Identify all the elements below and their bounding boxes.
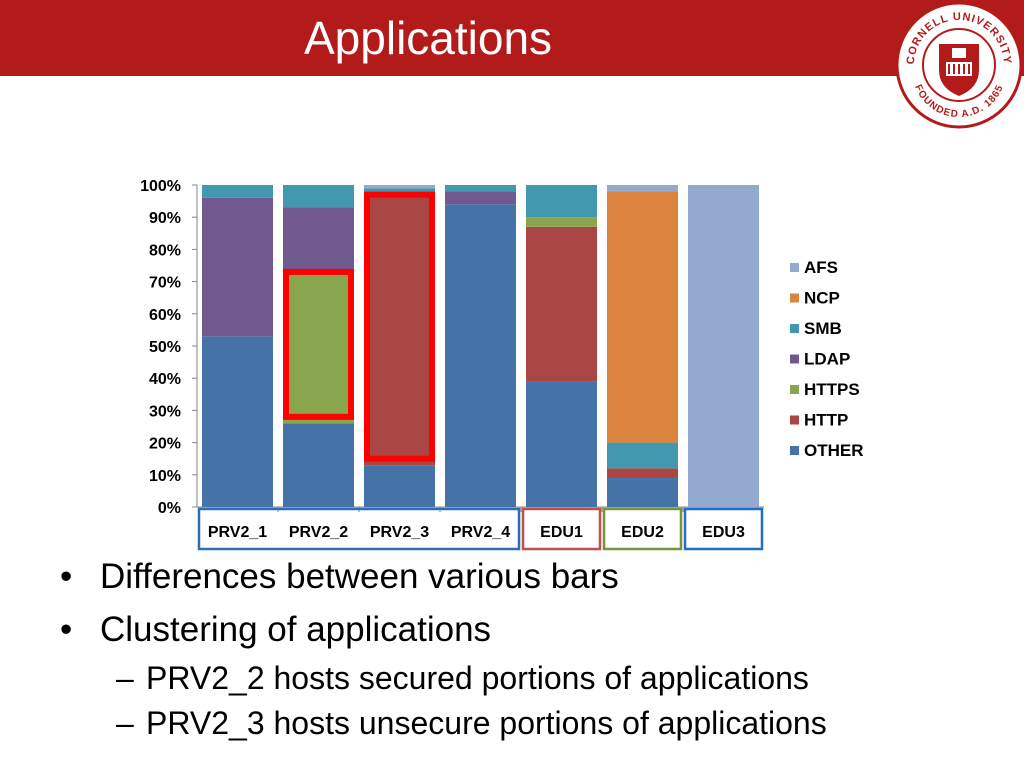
x-tick-label: PRV2_4 xyxy=(451,524,510,541)
title-bar: Applications xyxy=(0,0,1024,76)
bar-segment-other xyxy=(364,465,435,507)
bullet-item: • Clustering of applications xyxy=(60,610,492,649)
y-tick-label: 60% xyxy=(149,307,181,324)
legend-swatch xyxy=(790,354,799,364)
bar-segment-afs xyxy=(364,185,435,189)
sub-bullet-text: PRV2_2 hosts secured portions of applica… xyxy=(146,660,809,696)
bar-segment-smb xyxy=(445,185,516,192)
y-tick-label: 10% xyxy=(149,468,181,485)
bullet-text: Clustering of applications xyxy=(100,610,492,649)
y-tick-label: 70% xyxy=(149,275,181,292)
legend-swatch xyxy=(790,415,799,425)
bar-segment-ldap xyxy=(202,197,273,337)
bar-segment-smb xyxy=(526,185,597,218)
category-group-box xyxy=(602,507,683,551)
y-tick-label: 0% xyxy=(158,500,181,517)
y-tick-label: 90% xyxy=(149,210,181,227)
bar-segment-https xyxy=(526,217,597,227)
x-tick-label: PRV2_1 xyxy=(208,524,267,541)
bar-segment-ldap xyxy=(445,191,516,205)
bar-segment-smb xyxy=(364,188,435,192)
cornell-seal-icon: CORNELL UNIVERSITY FOUNDED A.D. 1865 xyxy=(895,1,1023,129)
bar-segment-other xyxy=(526,381,597,507)
x-tick-label: EDU3 xyxy=(702,524,745,541)
bar-segment-http xyxy=(364,194,435,466)
y-tick-label: 80% xyxy=(149,242,181,259)
category-group-box xyxy=(521,507,602,551)
legend-label: OTHER xyxy=(804,441,864,460)
bullet-text: Differences between various bars xyxy=(100,557,619,596)
bar-segment-http xyxy=(607,468,678,479)
bar-segment-smb xyxy=(607,442,678,469)
sub-bullet-text: PRV2_3 hosts unsecure portions of applic… xyxy=(146,705,827,741)
legend-swatch xyxy=(790,263,799,272)
y-tick-label: 30% xyxy=(149,403,181,420)
x-tick-label: EDU2 xyxy=(621,524,664,541)
bullet-item: • Differences between various bars xyxy=(60,557,619,596)
bar-segment-ldap xyxy=(283,207,354,276)
x-tick-label: EDU1 xyxy=(540,524,583,541)
sub-bullet-item: – PRV2_2 hosts secured portions of applic… xyxy=(116,660,809,696)
bar-segment-afs xyxy=(688,185,759,507)
legend-swatch xyxy=(790,446,799,455)
bar-segment-https xyxy=(283,275,354,424)
legend-label: HTTP xyxy=(804,411,848,430)
highlight-box xyxy=(283,268,354,420)
highlight-box xyxy=(364,191,435,462)
category-group-box xyxy=(683,507,764,551)
bar-segment-smb xyxy=(202,185,273,198)
category-group-box xyxy=(197,507,521,551)
sub-bullet-item: – PRV2_3 hosts unsecure portions of appli… xyxy=(116,705,827,741)
bar-segment-smb xyxy=(283,185,354,208)
y-tick-label: 40% xyxy=(149,371,181,388)
x-tick-label: PRV2_2 xyxy=(289,524,348,541)
legend-label: LDAP xyxy=(804,350,850,369)
y-tick-label: 20% xyxy=(149,436,181,453)
stacked-bar-chart: 0% 10% 20% 30% 40% 50% 60% 70% 80% 90% 100% PRV2_1… xyxy=(140,178,864,551)
legend-swatch xyxy=(790,293,799,303)
legend-label: HTTPS xyxy=(804,380,860,399)
legend-swatch xyxy=(790,385,799,394)
bar-segment-ncp xyxy=(607,191,678,443)
x-tick-label: PRV2_3 xyxy=(370,524,429,541)
y-tick-label: 50% xyxy=(149,339,181,356)
bar-segment-afs xyxy=(607,185,678,192)
legend-label: SMB xyxy=(804,319,842,338)
y-tick-label: 100% xyxy=(140,178,181,195)
bar-segment-other xyxy=(202,336,273,507)
slide-title: Applications xyxy=(304,12,553,64)
legend-swatch xyxy=(790,324,799,333)
legend-label: NCP xyxy=(804,289,840,308)
bar-segment-http xyxy=(526,226,597,382)
bar-segment-other xyxy=(445,204,516,507)
legend-label: AFS xyxy=(804,258,838,277)
bar-segment-other xyxy=(607,478,678,507)
bar-segment-other xyxy=(283,423,354,507)
